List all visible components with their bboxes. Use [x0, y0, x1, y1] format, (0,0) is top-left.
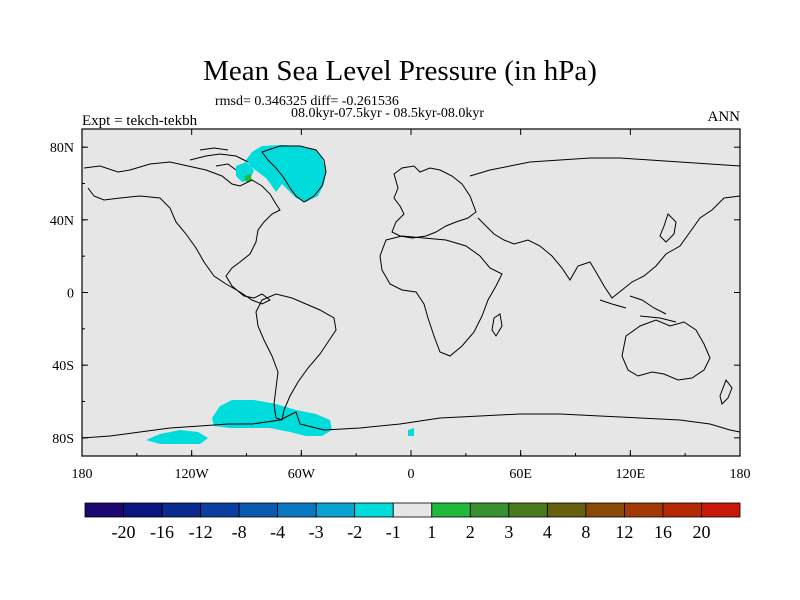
colorbar-label: -2	[347, 522, 362, 542]
experiment-label: Expt = tekch-tekbh	[82, 113, 198, 129]
anomaly-region-hudson	[244, 174, 252, 182]
anomaly-region-antarctic-speck	[408, 428, 414, 436]
colorbar-label: -12	[189, 522, 213, 542]
colorbar-label: -1	[386, 522, 401, 542]
map-panel	[81, 128, 741, 457]
coastline-japan	[659, 213, 677, 243]
x-tick-label: 120W	[175, 467, 210, 482]
colorbar-label: 3	[504, 522, 513, 542]
colorbar-swatch	[392, 502, 433, 518]
colorbar-swatch	[161, 502, 201, 518]
coastline-new-zealand	[719, 378, 733, 405]
colorbar: -20 -16 -12 -8 -4 -3 -2 -1 1 2 3 4 8 12 16 20	[84, 502, 741, 542]
anomaly-region-antarctica-west	[212, 400, 332, 436]
colorbar-swatch	[315, 502, 356, 518]
coastline-africa	[379, 235, 503, 357]
coastline-indonesia	[599, 295, 677, 323]
y-axis: 80N 40N 0 40S 80S	[50, 141, 740, 447]
colorbar-swatch	[200, 502, 240, 518]
colorbar-label: -20	[112, 522, 136, 542]
x-tick-label: 60W	[288, 467, 316, 482]
colorbar-swatch	[585, 502, 625, 518]
coastline-antarctica	[81, 411, 741, 439]
coastline-asia	[469, 157, 741, 299]
season-label: ANN	[707, 109, 741, 125]
y-tick-label: 0	[67, 287, 74, 302]
x-tick-label: 180	[72, 467, 93, 482]
colorbar-label: 16	[654, 522, 672, 542]
stats-line: rmsd= 0.346325 diff= -0.261536	[215, 94, 399, 109]
colorbar-label: -3	[309, 522, 324, 542]
colorbar-swatch	[238, 502, 279, 518]
colorbar-label: -4	[270, 522, 285, 542]
anomaly-region-greenland	[246, 145, 326, 202]
map-background	[82, 129, 740, 456]
colorbar-label: 2	[466, 522, 475, 542]
colorbar-swatch	[469, 502, 510, 518]
anomaly-shading	[146, 145, 414, 444]
colorbar-swatch	[84, 502, 124, 518]
coastline-greenland	[261, 145, 327, 203]
colorbar-label: 12	[615, 522, 633, 542]
x-tick-label: 180	[730, 467, 751, 482]
colorbar-swatch	[624, 502, 664, 518]
coastline-north-america	[83, 161, 281, 305]
coastline-australia	[621, 319, 711, 381]
colorbar-swatch	[662, 502, 702, 518]
figure-title: Mean Sea Level Pressure (in hPa)	[203, 55, 597, 87]
y-tick-label: 40N	[50, 214, 74, 229]
coastline-south-america	[255, 293, 337, 421]
y-tick-label: 80N	[50, 141, 74, 156]
colorbar-swatch	[546, 502, 587, 518]
colorbar-swatch	[277, 502, 317, 518]
colorbar-label: 20	[692, 522, 710, 542]
period-line: 08.0kyr-07.5kyr - 08.5kyr-08.0kyr	[291, 106, 485, 121]
x-axis: 180 120W 60W 0 60E 120E 180	[72, 129, 751, 482]
x-tick-label: 120E	[616, 467, 646, 482]
y-tick-label: 80S	[52, 432, 74, 447]
coastline-arctic-islands	[189, 147, 249, 171]
anomaly-region-antarctica-sw	[146, 430, 208, 444]
coastline-europe	[391, 165, 477, 239]
colorbar-swatch	[701, 502, 741, 518]
x-tick-label: 60E	[509, 467, 532, 482]
colorbar-label: -8	[232, 522, 247, 542]
colorbar-swatch	[354, 502, 394, 518]
colorbar-swatch	[123, 502, 163, 518]
colorbar-label: 8	[581, 522, 590, 542]
colorbar-label: 4	[543, 522, 552, 542]
y-tick-label: 40S	[52, 359, 74, 374]
x-tick-label: 0	[408, 467, 415, 482]
colorbar-swatch	[431, 502, 471, 518]
coastlines	[81, 145, 741, 439]
colorbar-swatch	[508, 502, 548, 518]
colorbar-label: 1	[427, 522, 436, 542]
colorbar-label: -16	[150, 522, 174, 542]
coastline-madagascar	[491, 313, 503, 337]
